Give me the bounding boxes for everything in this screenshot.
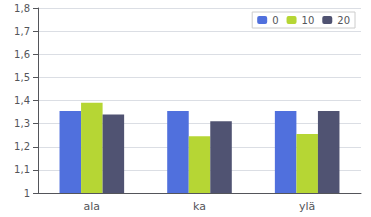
svg-text:1,4: 1,4 [14,95,30,106]
svg-text:1,2: 1,2 [14,141,30,152]
svg-text:1,3: 1,3 [14,118,30,129]
svg-text:1,7: 1,7 [14,26,30,37]
svg-text:ala: ala [84,200,101,213]
svg-text:10: 10 [302,15,315,26]
svg-text:1,5: 1,5 [14,72,30,83]
svg-text:1,8: 1,8 [14,3,30,14]
svg-text:1,1: 1,1 [14,164,30,175]
svg-text:20: 20 [337,15,350,26]
svg-text:ka: ka [193,200,206,213]
svg-text:0: 0 [272,15,278,26]
svg-text:ylä: ylä [299,200,315,213]
svg-text:1: 1 [24,188,30,199]
svg-text:1,6: 1,6 [14,49,30,60]
